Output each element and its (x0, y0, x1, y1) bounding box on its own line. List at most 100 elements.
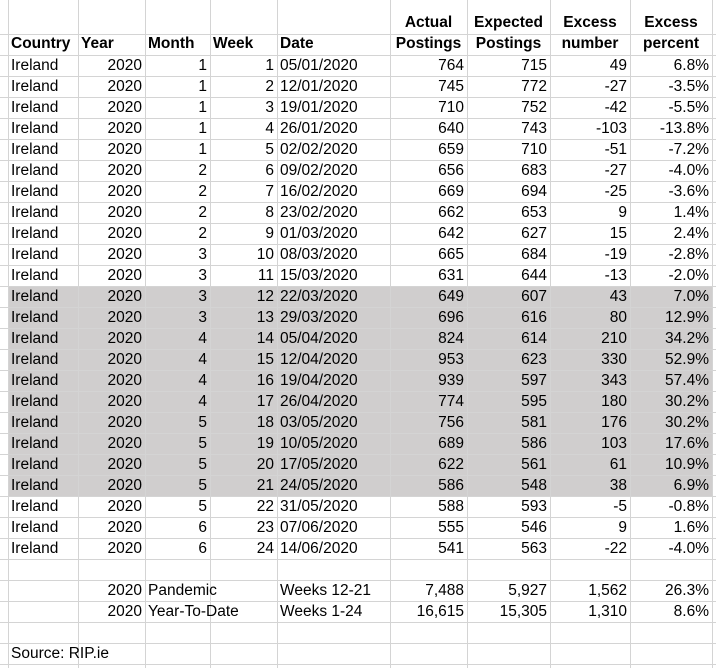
table-cell: Ireland (11, 498, 59, 515)
table-cell: 30.2% (665, 414, 709, 431)
row-highlight (8, 307, 712, 328)
table-cell: 21 (256, 477, 274, 494)
table-cell: 662 (438, 204, 464, 221)
table-cell: 774 (438, 393, 464, 410)
table-cell: 23 (256, 519, 274, 536)
column-header: Date (280, 35, 314, 52)
table-cell: 1.4% (673, 204, 709, 221)
summary-weeks: Weeks 12-21 (280, 582, 372, 599)
table-cell: 12 (256, 288, 274, 305)
grid-line (0, 265, 716, 266)
grid-line (0, 244, 716, 245)
column-header: Week (213, 35, 254, 52)
table-cell: 2020 (107, 519, 142, 536)
table-cell: 1 (198, 57, 207, 74)
grid-line (0, 349, 716, 350)
table-cell: Ireland (11, 246, 59, 263)
table-cell: Ireland (11, 267, 59, 284)
grid-line (0, 202, 716, 203)
table-cell: 2020 (107, 246, 142, 263)
table-cell: 08/03/2020 (280, 246, 358, 263)
table-cell: 16/02/2020 (280, 183, 358, 200)
table-cell: 38 (609, 477, 627, 494)
table-cell: 1.6% (673, 519, 709, 536)
table-cell: 642 (438, 225, 464, 242)
grid-line (210, 0, 211, 668)
table-cell: 7.0% (673, 288, 709, 305)
table-cell: 30.2% (665, 393, 709, 410)
table-cell: 19/04/2020 (280, 372, 358, 389)
table-cell: 5 (198, 414, 207, 431)
grid-line (0, 412, 716, 413)
table-cell: 14 (256, 330, 274, 347)
table-cell: 17/05/2020 (280, 456, 358, 473)
summary-value: 1,562 (588, 582, 627, 599)
table-cell: -4.0% (668, 162, 710, 179)
table-cell: 6.8% (673, 57, 709, 74)
table-cell: 939 (438, 372, 464, 389)
table-cell: 3 (198, 267, 207, 284)
table-cell: 683 (521, 162, 547, 179)
table-cell: 1 (198, 120, 207, 137)
table-cell: -51 (604, 141, 627, 158)
table-cell: 2020 (107, 141, 142, 158)
table-cell: Ireland (11, 309, 59, 326)
table-cell: 627 (521, 225, 547, 242)
table-cell: 696 (438, 309, 464, 326)
table-cell: 14/06/2020 (280, 540, 358, 557)
table-cell: 631 (438, 267, 464, 284)
table-cell: 2020 (107, 288, 142, 305)
table-cell: -13 (604, 267, 627, 284)
grid-line (0, 454, 716, 455)
table-cell: 581 (521, 414, 547, 431)
grid-line (0, 97, 716, 98)
table-cell: 656 (438, 162, 464, 179)
table-cell: Ireland (11, 540, 59, 557)
table-cell: 19 (256, 435, 274, 452)
table-cell: -22 (604, 540, 627, 557)
table-cell: 2020 (107, 372, 142, 389)
table-cell: Ireland (11, 57, 59, 74)
table-cell: 11 (257, 267, 274, 284)
table-cell: 2020 (107, 267, 142, 284)
table-cell: 9 (618, 519, 627, 536)
table-cell: 752 (521, 99, 547, 116)
table-cell: 2020 (107, 162, 142, 179)
table-cell: -2.0% (668, 267, 710, 284)
table-cell: -27 (604, 162, 627, 179)
row-highlight (8, 433, 712, 454)
table-cell: 4 (198, 393, 207, 410)
table-cell: 05/04/2020 (280, 330, 358, 347)
table-cell: Ireland (11, 141, 59, 158)
table-cell: -2.8% (668, 246, 710, 263)
table-cell: 548 (521, 477, 547, 494)
table-cell: 561 (521, 456, 547, 473)
table-cell: 1 (198, 141, 207, 158)
column-header: Country (11, 35, 71, 52)
table-cell: -13.8% (659, 120, 709, 137)
table-cell: 6 (198, 540, 207, 557)
table-cell: 52.9% (665, 351, 709, 368)
table-cell: 26/04/2020 (280, 393, 358, 410)
table-cell: 2020 (107, 183, 142, 200)
table-cell: 710 (438, 99, 464, 116)
table-cell: 597 (521, 372, 547, 389)
table-cell: Ireland (11, 183, 59, 200)
table-cell: 15/03/2020 (280, 267, 358, 284)
table-cell: Ireland (11, 414, 59, 431)
table-cell: 640 (438, 120, 464, 137)
table-cell: 743 (521, 120, 547, 137)
summary-value: 1,310 (588, 603, 627, 620)
table-cell: 20 (256, 456, 274, 473)
column-header: Expected (474, 14, 543, 31)
row-highlight (8, 475, 712, 496)
row-highlight (8, 370, 712, 391)
table-cell: 2 (198, 225, 207, 242)
table-cell: 15 (256, 351, 274, 368)
grid-line (145, 0, 146, 668)
table-cell: 1 (198, 99, 207, 116)
table-cell: 2020 (107, 456, 142, 473)
grid-line (390, 0, 391, 668)
summary-value: 5,927 (508, 582, 547, 599)
table-cell: 588 (438, 498, 464, 515)
